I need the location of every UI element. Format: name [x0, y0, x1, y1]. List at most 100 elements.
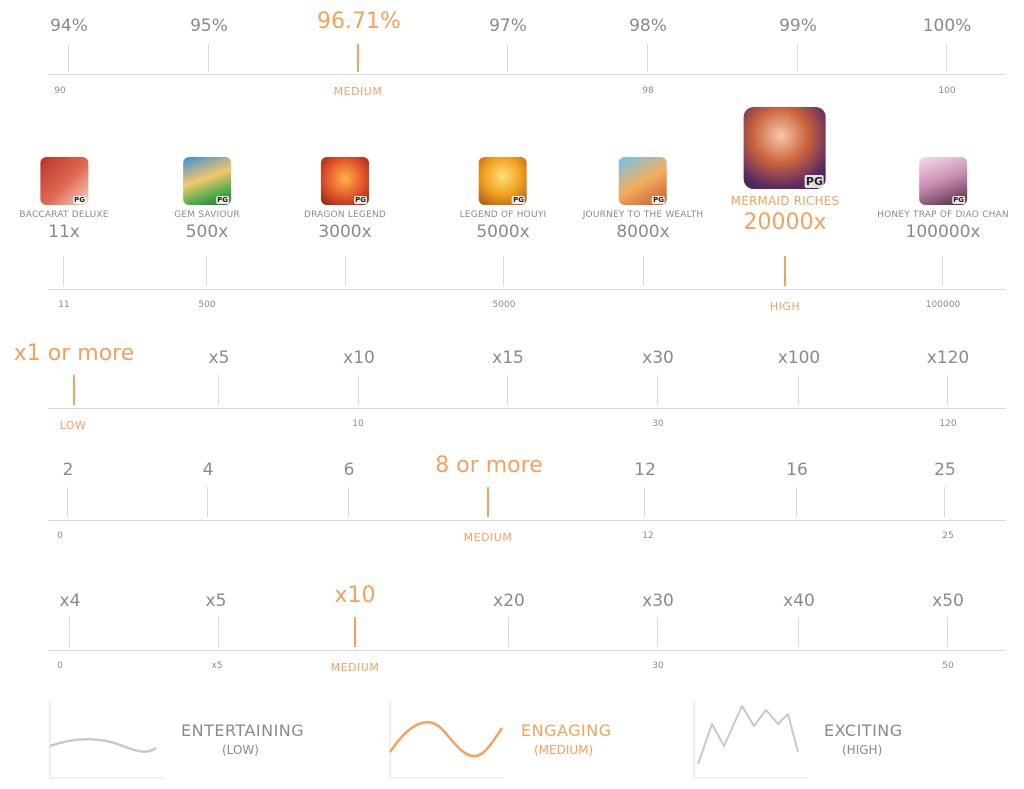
multiplier-tick: [798, 375, 799, 405]
game-name: LEGEND OF HOUYI: [459, 210, 547, 220]
free-spins-label: x4: [59, 591, 81, 611]
volatility-title: ENGAGING: [521, 721, 612, 740]
paylines-label: 25: [934, 460, 956, 480]
rtp-tick: [647, 44, 648, 72]
game-item-featured[interactable]: PG MERMAID RICHES 20000x: [731, 107, 840, 235]
game-icon-journey-to-the-wealth: PG: [619, 157, 667, 205]
rtp-axis: [48, 74, 1006, 75]
multiplier-small-label: 120: [939, 419, 957, 429]
max-win-axis: [48, 289, 1006, 290]
volatility-high: EXCITING (HIGH): [692, 700, 992, 785]
game-icon-dragon-legend: PG: [321, 157, 369, 205]
free-spins-label: x40: [783, 591, 815, 611]
free-spins-tick: [798, 617, 799, 647]
paylines-label: 2: [62, 460, 74, 480]
paylines-tick: [644, 487, 645, 517]
multiplier-scale: x1 or more x5 x10 x15 x30 x100 x120 LOW …: [0, 330, 1024, 440]
game-item[interactable]: PG GEM SAVIOUR 500x: [174, 157, 240, 242]
paylines-label-current: 8 or more: [435, 453, 543, 478]
pg-badge: PG: [216, 196, 229, 204]
game-item[interactable]: PG JOURNEY TO THE WEALTH 8000x: [583, 157, 704, 242]
volatility-title: EXCITING: [824, 721, 903, 740]
paylines-small-label: 0: [57, 531, 63, 541]
paylines-small-label: 25: [942, 531, 954, 541]
game-icon-honey-trap-of-diao-chan: PG: [919, 157, 967, 205]
max-win-tick: [503, 256, 504, 286]
rtp-label: 98%: [629, 16, 667, 36]
free-spins-tick-current: [354, 617, 356, 647]
pg-badge: PG: [73, 196, 86, 204]
rtp-label: 99%: [779, 16, 817, 36]
rtp-label: 95%: [190, 16, 228, 36]
volatility-title: ENTERTAINING: [181, 721, 305, 740]
rtp-label: 100%: [922, 16, 972, 36]
rtp-label: 94%: [50, 16, 88, 36]
game-item[interactable]: PG BACCARAT DELUXE 11x: [19, 157, 108, 242]
multiplier-tick: [507, 375, 508, 405]
multiplier-tick: [947, 375, 948, 405]
max-win-small-label: 100000: [925, 300, 961, 310]
rtp-tick: [68, 44, 69, 72]
free-spins-tick: [657, 617, 658, 647]
game-item[interactable]: PG HONEY TRAP OF DIAO CHAN 100000x: [877, 157, 1009, 242]
rtp-tick: [507, 44, 508, 72]
paylines-tick-current: [487, 487, 489, 517]
game-icon-legend-of-houyi: PG: [478, 157, 527, 205]
game-multiplier: 20000x: [743, 210, 827, 235]
multiplier-label: x120: [926, 348, 970, 368]
free-spins-label-current: x10: [334, 583, 376, 608]
rtp-tick: [208, 44, 209, 72]
multiplier-label: x15: [492, 348, 524, 368]
free-spins-small-label: 0: [57, 661, 63, 671]
game-multiplier: 8000x: [616, 222, 670, 242]
free-spins-label: x20: [493, 591, 525, 611]
max-win-small-label: 11: [58, 300, 70, 310]
game-multiplier: 5000x: [476, 222, 530, 242]
paylines-tick: [796, 487, 797, 517]
game-name: GEM SAVIOUR: [174, 210, 240, 220]
game-item[interactable]: PG LEGEND OF HOUYI 5000x: [460, 157, 547, 242]
paylines-scale: 2 4 6 8 or more 12 16 25 0 MEDIUM 12 25: [0, 440, 1024, 550]
multiplier-small-label: 30: [652, 419, 664, 429]
multiplier-tick-current: [73, 375, 75, 405]
multiplier-label-current: x1 or more: [13, 341, 135, 366]
game-icon-baccarat: PG: [39, 157, 88, 205]
max-win-tick: [942, 256, 943, 286]
multiplier-label: x30: [642, 348, 674, 368]
max-win-tick: [63, 256, 64, 286]
multiplier-small-label: 10: [352, 419, 364, 429]
pg-badge: PG: [354, 196, 367, 204]
pg-badge: PG: [512, 196, 525, 204]
wave-low-icon: [49, 700, 164, 779]
free-spins-label: x50: [932, 591, 964, 611]
paylines-label: 4: [202, 460, 214, 480]
volatility-low: ENTERTAINING (LOW): [48, 700, 348, 785]
game-multiplier: 3000x: [318, 222, 372, 242]
paylines-tick: [944, 487, 945, 517]
free-spins-tick: [947, 617, 948, 647]
game-multiplier: 500x: [185, 222, 229, 242]
multiplier-tick: [657, 375, 658, 405]
game-multiplier: 11x: [48, 222, 80, 242]
volatility-subtitle: (HIGH): [842, 743, 883, 757]
game-name: DRAGON LEGEND: [303, 210, 387, 220]
game-name: MERMAID RICHES: [730, 194, 840, 208]
free-spins-label: x5: [205, 591, 227, 611]
game-item[interactable]: PG DRAGON LEGEND 3000x: [304, 157, 386, 242]
free-spins-tick: [69, 617, 70, 647]
paylines-tick: [67, 487, 68, 517]
multiplier-small-label-level: LOW: [59, 419, 87, 432]
multiplier-label: x100: [777, 348, 821, 368]
free-spins-axis: [48, 650, 1006, 651]
paylines-tick: [207, 487, 208, 517]
max-win-small-label: 5000: [492, 300, 516, 310]
pg-badge: PG: [952, 196, 965, 204]
max-win-small-label-level: HIGH: [769, 300, 801, 313]
game-name: HONEY TRAP OF DIAO CHAN: [877, 210, 1009, 220]
paylines-label: 12: [634, 460, 656, 480]
multiplier-tick: [218, 375, 219, 405]
paylines-tick: [348, 487, 349, 517]
paylines-label: 16: [786, 460, 808, 480]
paylines-small-label: 12: [642, 531, 654, 541]
rtp-small-label-level: MEDIUM: [333, 85, 383, 98]
